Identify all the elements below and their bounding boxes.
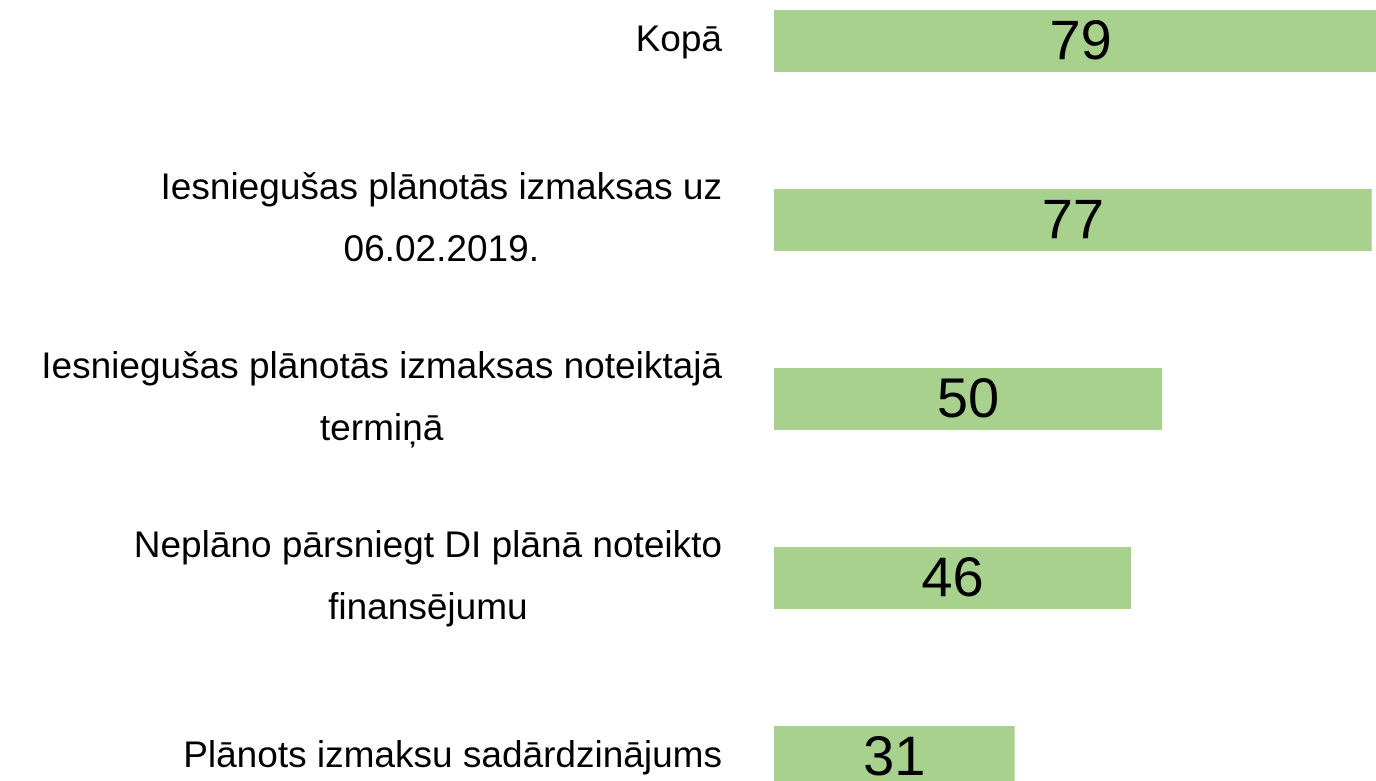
category-label: Kopā — [636, 18, 723, 59]
bar — [774, 189, 1372, 251]
bar — [774, 726, 1015, 781]
value-label: 79 — [1049, 8, 1111, 71]
value-label: 50 — [937, 366, 999, 429]
category-label: Iesniegušas plānotās izmaksas noteiktajā… — [41, 345, 722, 448]
category-label: Iesniegušas plānotās izmaksas uz 06.02.20… — [161, 166, 722, 269]
value-label: 46 — [921, 545, 983, 608]
value-label: 31 — [863, 724, 925, 781]
value-label: 77 — [1042, 187, 1104, 250]
category-label: Plānots izmaksu sadārdzinājums — [183, 734, 722, 775]
category-label: Neplāno pārsniegt DI plānā noteikto finan… — [134, 524, 722, 627]
bar — [774, 368, 1163, 430]
bar — [774, 547, 1132, 609]
bar — [774, 10, 1376, 72]
